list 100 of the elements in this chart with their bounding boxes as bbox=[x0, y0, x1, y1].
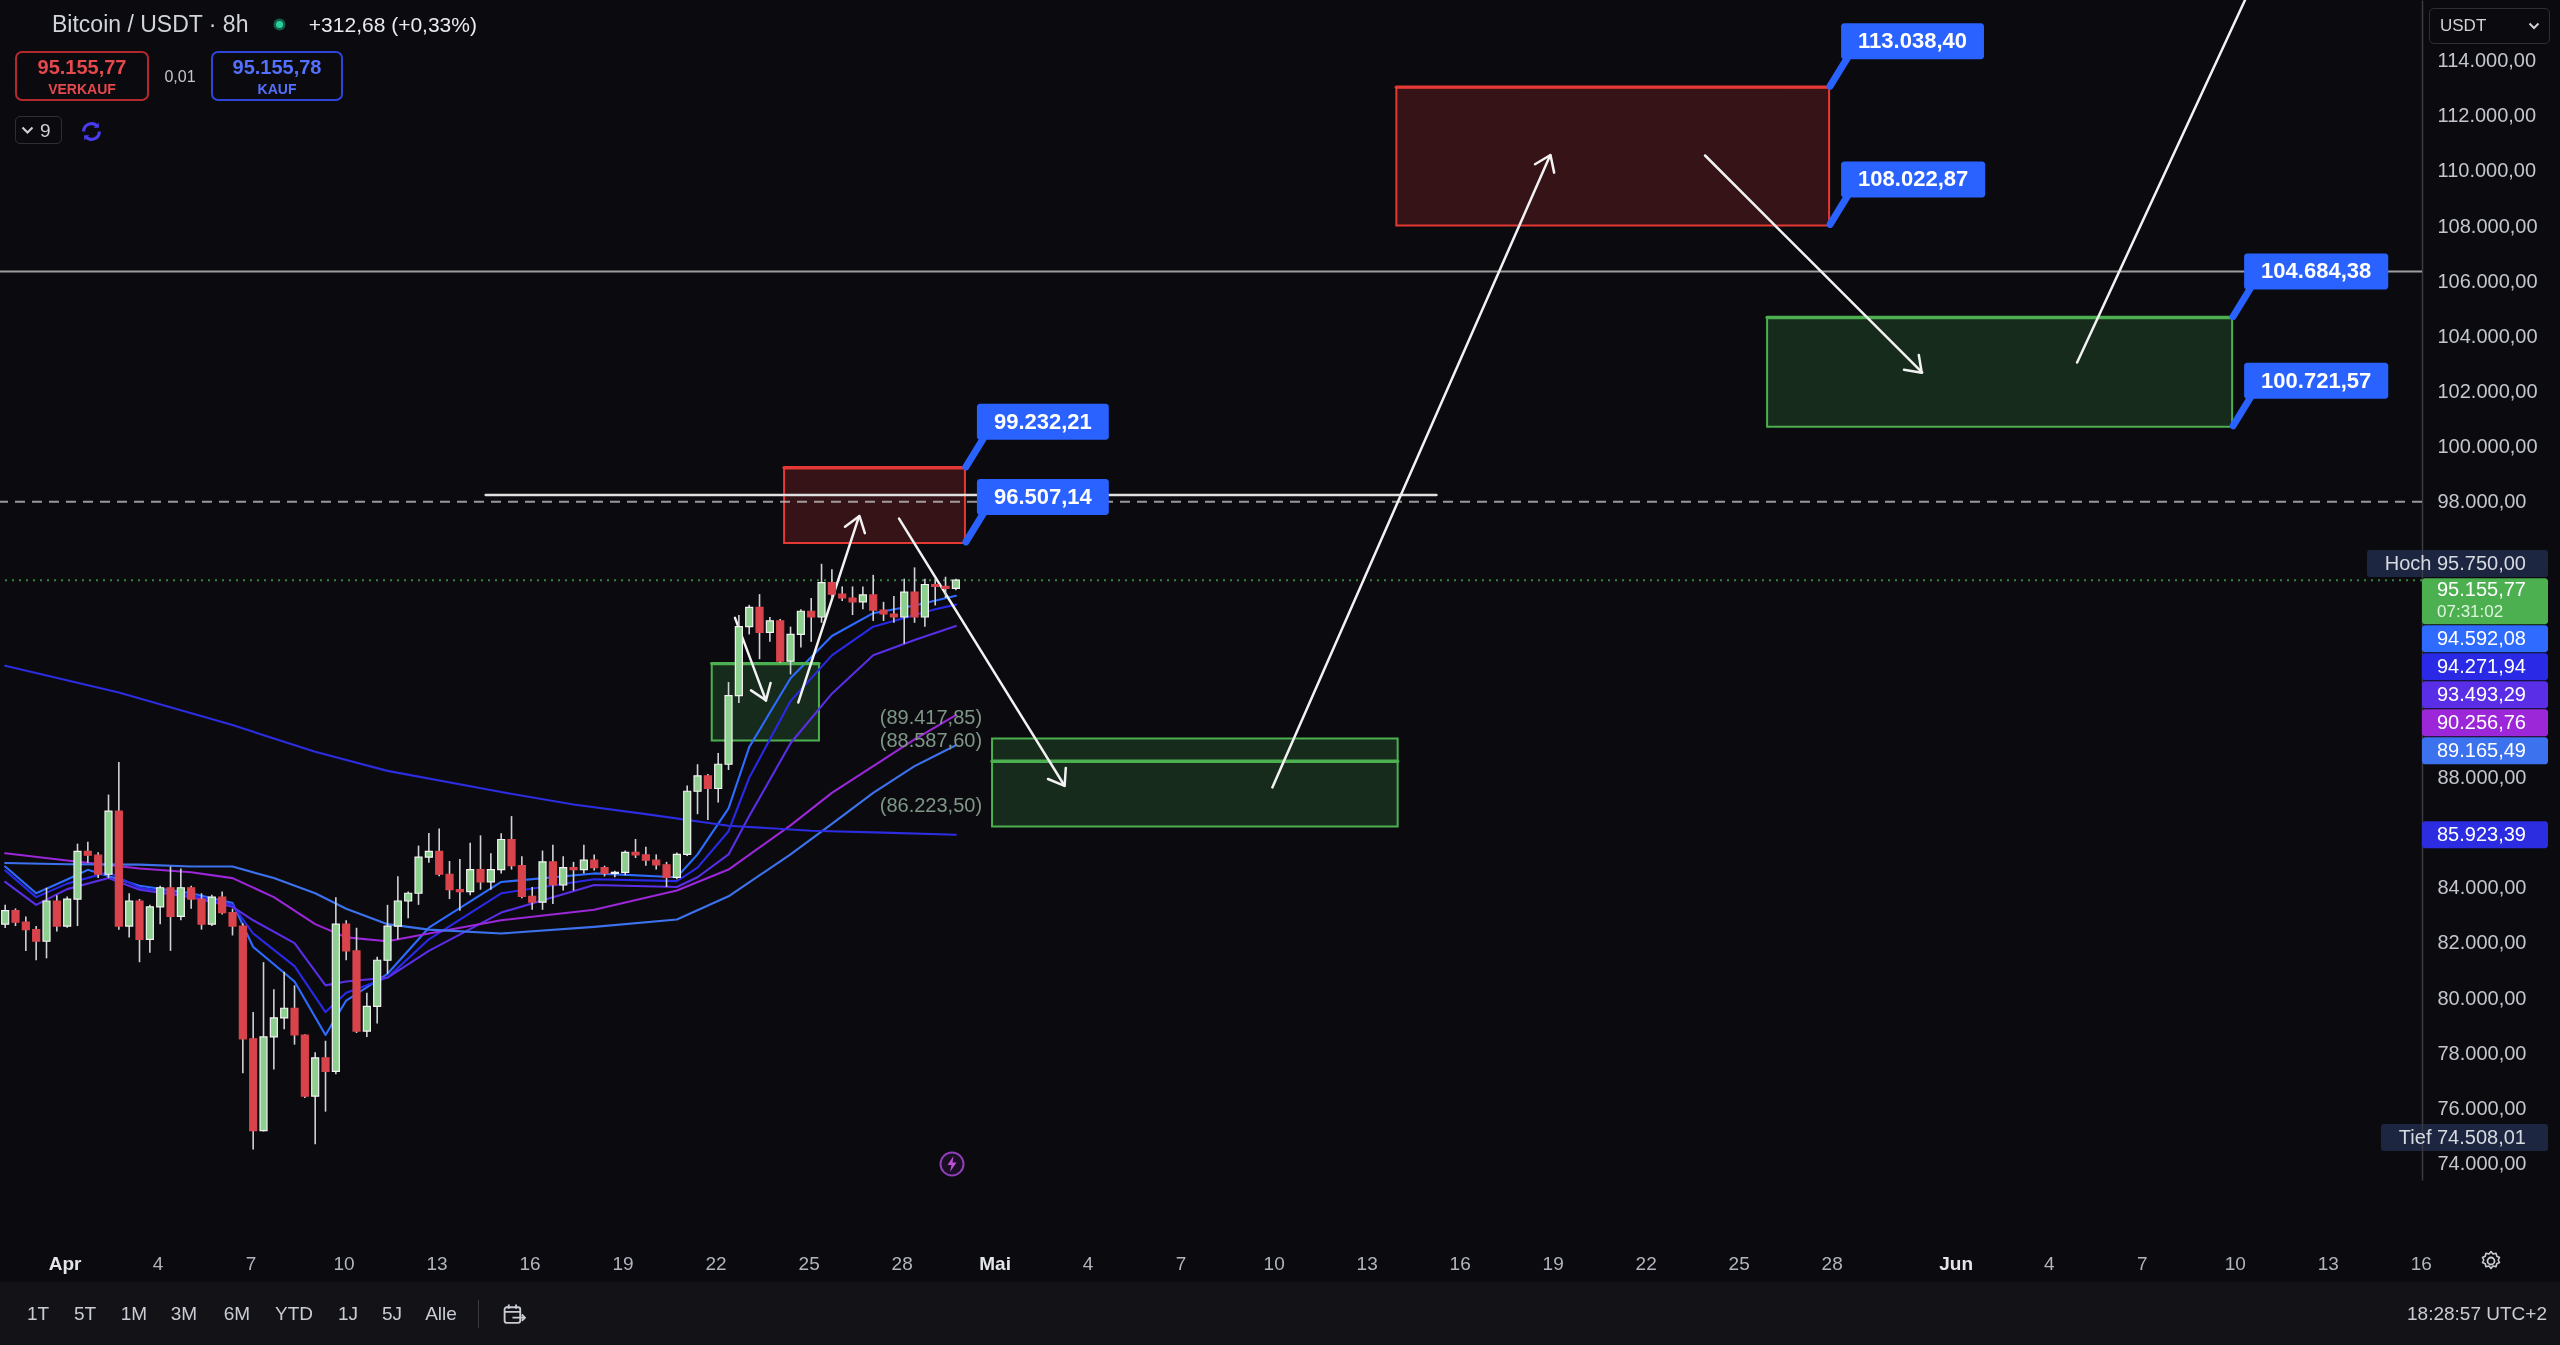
candlestick bbox=[404, 890, 413, 920]
x-tick-label: Apr bbox=[48, 1252, 83, 1274]
candlestick bbox=[476, 834, 485, 891]
annotation: 95.155,77 bbox=[37, 55, 127, 79]
annotation: 113.038,40 bbox=[1858, 28, 1967, 54]
y-tick-label: 88.000,00 bbox=[2437, 765, 2527, 788]
candlestick bbox=[879, 601, 888, 622]
x-tick-label: Jun bbox=[1939, 1252, 1974, 1274]
candlestick bbox=[889, 595, 898, 624]
x-tick-label: 13 bbox=[2317, 1252, 2339, 1274]
candlestick bbox=[486, 852, 495, 891]
candlestick bbox=[83, 840, 92, 864]
y-tick-label: 112.000,00 bbox=[2437, 104, 2537, 127]
x-tick-label: 16 bbox=[1449, 1252, 1471, 1274]
candlestick bbox=[21, 915, 30, 952]
x-tick-label: 28 bbox=[891, 1252, 913, 1274]
y-tick-label: 110.000,00 bbox=[2437, 159, 2537, 182]
candlestick bbox=[32, 925, 41, 962]
y-tick-label: 114.000,00 bbox=[2437, 49, 2537, 72]
x-tick-label: 25 bbox=[798, 1252, 820, 1274]
candlestick bbox=[228, 907, 237, 937]
candlestick bbox=[672, 851, 681, 881]
x-tick-label: 4 bbox=[2043, 1252, 2055, 1274]
candlestick bbox=[218, 890, 227, 916]
candlestick bbox=[435, 827, 444, 877]
annotation: (86.223,50) bbox=[879, 794, 983, 817]
annotation: 95.155,78 bbox=[232, 55, 322, 79]
text: 18:28:57 UTC+2 bbox=[2407, 1303, 2547, 1325]
candlestick bbox=[579, 843, 588, 875]
y-tick-label: 106.000,00 bbox=[2437, 269, 2538, 292]
x-tick-label: 16 bbox=[2410, 1252, 2432, 1274]
text: USDT bbox=[2440, 16, 2487, 36]
x-tick-label: 4 bbox=[152, 1252, 164, 1274]
annotation: KAUF bbox=[257, 80, 297, 98]
annotation: 96.507,14 bbox=[993, 483, 1093, 509]
candlestick bbox=[569, 861, 578, 892]
candlestick bbox=[1, 904, 10, 929]
candlestick bbox=[559, 855, 568, 892]
x-tick-label: 25 bbox=[1728, 1252, 1750, 1274]
annotation: +312,68 (+0,33%) bbox=[308, 12, 477, 38]
text: 1M bbox=[120, 1303, 148, 1325]
text: 94.592,08 bbox=[2437, 626, 2526, 649]
candlestick bbox=[455, 858, 464, 912]
annotation: Hoch 95.750,00 bbox=[2384, 551, 2526, 574]
y-tick-label: 78.000,00 bbox=[2437, 1041, 2527, 1064]
y-tick-label: 108.000,00 bbox=[2437, 214, 2538, 237]
annotation: VERKAUF bbox=[48, 80, 116, 98]
x-tick-label: 22 bbox=[1635, 1252, 1657, 1274]
y-tick-label: 80.000,00 bbox=[2437, 986, 2527, 1009]
x-tick-label: 13 bbox=[1356, 1252, 1378, 1274]
annotation: Tief 74.508,01 bbox=[2398, 1125, 2526, 1148]
candlestick bbox=[269, 988, 278, 1071]
ref-line-label: 95.155,77 07:31:02 bbox=[2437, 578, 2526, 622]
x-tick-label: 22 bbox=[705, 1252, 727, 1274]
candlestick bbox=[424, 832, 433, 864]
annotation: 0,01 bbox=[164, 67, 196, 87]
y-tick-label: 98.000,00 bbox=[2437, 490, 2527, 513]
candlestick bbox=[528, 886, 537, 911]
annotation: 99.232,21 bbox=[993, 408, 1092, 434]
candlestick bbox=[445, 860, 454, 900]
candlestick bbox=[869, 574, 878, 622]
x-tick-label: 7 bbox=[1175, 1252, 1187, 1274]
annotation: 104.684,38 bbox=[2261, 258, 2372, 284]
text: 1J bbox=[337, 1303, 359, 1325]
x-tick-label: 19 bbox=[1542, 1252, 1564, 1274]
y-tick-label: 104.000,00 bbox=[2437, 324, 2538, 347]
candlestick bbox=[662, 861, 671, 888]
text: 3M bbox=[170, 1303, 198, 1325]
x-tick-label: 10 bbox=[333, 1252, 355, 1274]
y-tick-label: 102.000,00 bbox=[2437, 380, 2538, 402]
candlestick bbox=[631, 838, 640, 859]
candlestick bbox=[156, 885, 165, 925]
y-tick-label: 84.000,00 bbox=[2437, 876, 2527, 899]
candlestick bbox=[641, 845, 650, 867]
candlestick bbox=[548, 843, 557, 905]
x-tick-label: 7 bbox=[2136, 1252, 2148, 1274]
x-tick-label: 19 bbox=[612, 1252, 634, 1274]
y-tick-label: 74.000,00 bbox=[2437, 1151, 2527, 1174]
y-tick-label: 100.000,00 bbox=[2437, 435, 2538, 458]
candlestick bbox=[466, 842, 475, 896]
x-tick-label: 16 bbox=[519, 1252, 541, 1274]
x-tick-label: 10 bbox=[1263, 1252, 1285, 1274]
text: Bitcoin / USDT · 8h bbox=[52, 10, 249, 38]
x-tick-label: Mai bbox=[979, 1252, 1011, 1274]
annotation: 100.721,57 bbox=[2261, 367, 2372, 393]
candlestick bbox=[187, 885, 196, 910]
candlestick bbox=[280, 971, 289, 1030]
text: 6M bbox=[223, 1303, 251, 1325]
text: Alle bbox=[425, 1303, 457, 1325]
y-tick-label: 82.000,00 bbox=[2437, 931, 2527, 954]
candlestick bbox=[703, 773, 712, 821]
text: 89.165,49 bbox=[2437, 738, 2526, 761]
text: 1T bbox=[26, 1303, 50, 1325]
candlestick bbox=[94, 851, 103, 879]
candlestick bbox=[693, 763, 702, 815]
text: 5T bbox=[73, 1303, 97, 1325]
text: YTD bbox=[275, 1303, 313, 1325]
x-tick-label: 4 bbox=[1082, 1252, 1094, 1274]
x-tick-label: 28 bbox=[1821, 1252, 1843, 1274]
annotation: 9 bbox=[40, 120, 51, 142]
